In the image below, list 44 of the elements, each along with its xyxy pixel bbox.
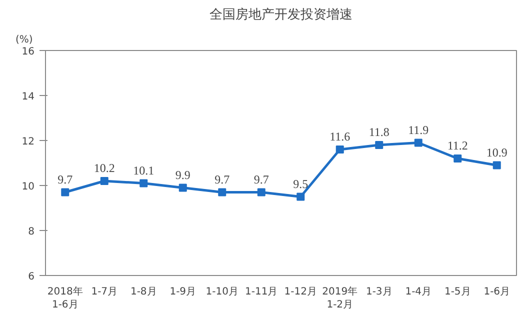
- data-label: 9.7: [254, 172, 269, 186]
- data-label: 9.7: [214, 172, 230, 186]
- x-tick-label: 1-5月: [444, 286, 471, 298]
- x-tick-label: 1-11月: [245, 286, 278, 298]
- x-tick-label: 1-12月: [284, 286, 317, 298]
- point: [414, 138, 422, 147]
- x-tick-label: 1-9月: [170, 286, 196, 298]
- y-axis-title: (%): [16, 34, 33, 46]
- y-tick-label: 6: [28, 272, 35, 282]
- point: [375, 141, 384, 149]
- data-label: 9.9: [175, 168, 190, 182]
- x-tick-label: 1-10月: [206, 286, 238, 298]
- data-label: 11.6: [330, 130, 350, 144]
- x-tick-label: 1-3月: [366, 286, 392, 298]
- x-tick-label: 1-8月: [130, 286, 157, 298]
- chart-title: 全国房地产开发投资增速: [210, 6, 352, 22]
- y-tick-label: 12: [22, 136, 35, 148]
- point: [492, 161, 501, 170]
- data-label: 11.2: [447, 138, 468, 152]
- data-label: 11.8: [368, 125, 390, 139]
- point: [336, 146, 344, 154]
- point: [454, 154, 462, 162]
- data-label: 10.2: [94, 161, 115, 175]
- x-tick-label: 2019年 1-2月: [322, 286, 358, 311]
- point: [100, 177, 108, 185]
- y-tick-label: 8: [28, 226, 35, 238]
- data-label: 10.1: [133, 163, 154, 178]
- point: [61, 188, 70, 196]
- x-tick-label: 2018年 1-6月: [47, 286, 83, 311]
- x-tick-label: 1-7月: [91, 286, 118, 298]
- y-tick-label: 10: [22, 182, 35, 192]
- point: [257, 188, 266, 196]
- data-label: 9.7: [58, 172, 73, 186]
- data-label: 9.5: [293, 176, 308, 191]
- x-tick-label: 1-6月: [484, 286, 510, 298]
- point: [178, 184, 187, 192]
- y-tick-label: 14: [22, 92, 35, 102]
- point: [296, 192, 305, 201]
- point: [140, 179, 148, 188]
- data-label: 10.9: [486, 145, 508, 160]
- point: [218, 188, 226, 196]
- data-label: 11.9: [408, 122, 429, 137]
- y-tick-label: 16: [22, 46, 35, 58]
- x-tick-label: 1-4月: [405, 286, 432, 298]
